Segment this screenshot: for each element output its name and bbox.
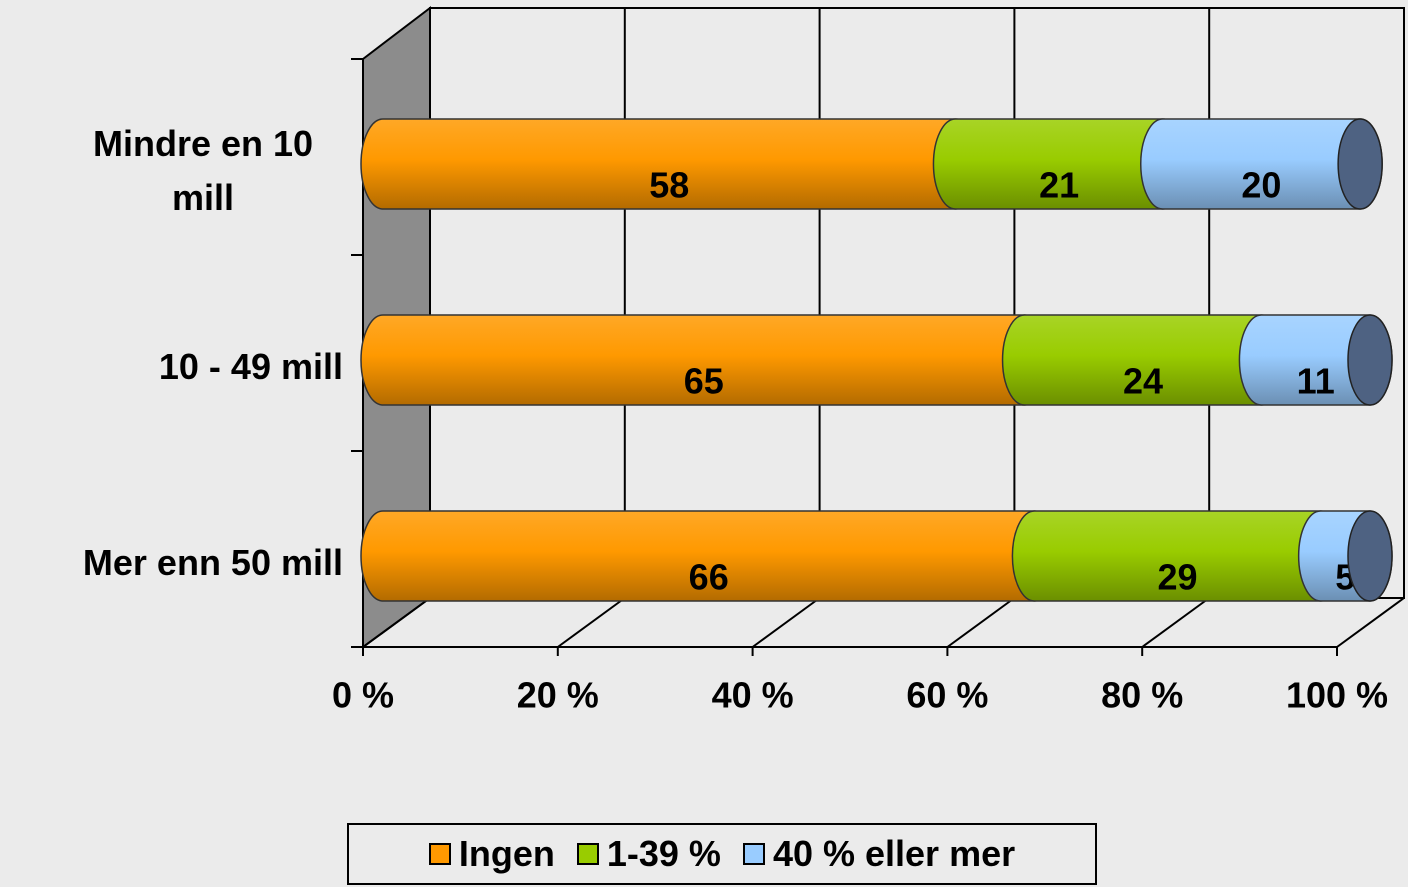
x-tick-label: 40 % [712,675,794,716]
category-label-box: 10 - 49 mill [159,340,343,394]
floor-line [946,597,1015,648]
x-tick-label: 60 % [906,675,988,716]
bar-end-cap [1347,314,1393,406]
y-tick-label: Mindre en 10 mill [92,123,314,218]
value-label: 21 [1039,165,1079,206]
bar-end-cap [1337,118,1383,210]
x-tick-label: 100 % [1286,675,1388,716]
value-label: 29 [1158,557,1198,598]
category-label-box: Mindre en 10 mill [63,117,343,225]
legend-swatch [576,843,599,865]
floor-line [557,597,626,648]
category-label-box: Mer enn 50 mill [83,536,343,590]
legend-label: 40 % eller mer [772,833,1016,874]
legend: Ingen 1-39 % 40 % eller mer [347,823,1097,885]
legend-swatch [742,843,765,865]
floor-line [1336,597,1405,648]
floor-line [752,597,821,648]
value-label: 20 [1241,165,1281,206]
legend-item: 1-39 % [576,833,721,875]
x-tick-label: 0 % [332,675,394,716]
y-tick-label: 10 - 49 mill [158,346,343,387]
legend-item: Ingen [428,833,555,875]
legend-item: 40 % eller mer [742,833,1016,875]
bar-end-cap [1347,510,1393,602]
back-wall [429,7,1405,599]
x-tick-label: 20 % [517,675,599,716]
floor-line [1141,597,1210,648]
value-label: 65 [684,361,724,402]
legend-swatch [428,843,451,865]
x-tick-label: 80 % [1101,675,1183,716]
value-label: 24 [1123,361,1163,402]
value-label: 58 [649,165,689,206]
y-tick-label: Mer enn 50 mill [82,542,343,583]
legend-label: 1-39 % [606,833,721,874]
value-label: 11 [1297,361,1335,402]
value-label: 66 [689,557,729,598]
floor-line [362,597,431,648]
legend-label: Ingen [458,833,555,874]
